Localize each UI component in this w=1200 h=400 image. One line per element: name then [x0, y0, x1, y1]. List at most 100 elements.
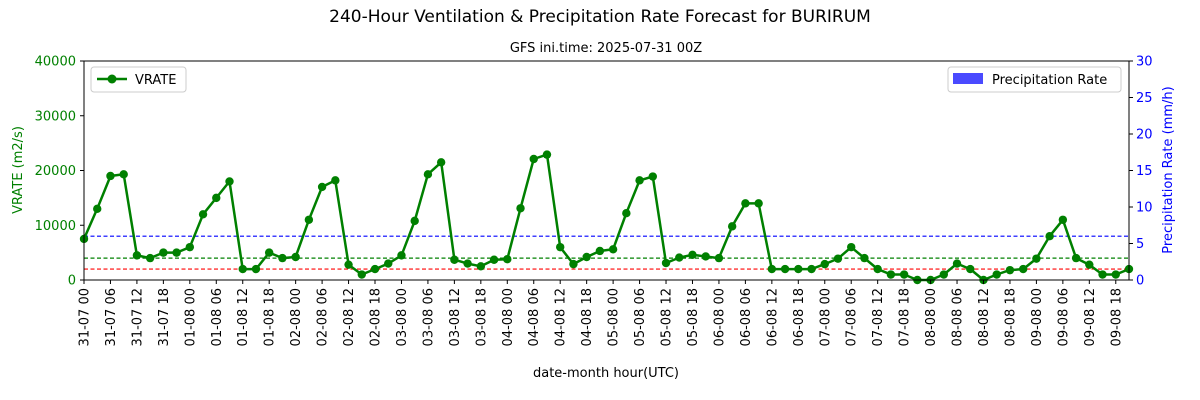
- legend-precip[interactable]: Precipitation Rate: [947, 66, 1122, 93]
- chart-subtitle: GFS ini.time: 2025-07-31 00Z: [510, 41, 702, 56]
- x-tick-label: 02-08 12: [342, 288, 357, 346]
- x-tick-label: 02-08 06: [316, 288, 331, 346]
- legend-precip-swatch: [953, 73, 983, 84]
- vrate-point: [992, 270, 1001, 279]
- vrate-point: [384, 259, 393, 268]
- vrate-point: [463, 259, 472, 268]
- vrate-point: [357, 270, 366, 279]
- vrate-point: [727, 222, 737, 231]
- x-tick-label: 04-08 00: [501, 288, 516, 346]
- vrate-point: [1045, 232, 1054, 241]
- vrate-point: [741, 199, 750, 208]
- x-tick-label: 02-08 18: [369, 288, 384, 346]
- vrate-point: [119, 170, 128, 179]
- x-tick-label: 08-08 18: [1003, 288, 1018, 346]
- x-tick-label: 05-08 18: [686, 288, 701, 346]
- y-tick-label-right: 30: [1136, 55, 1153, 70]
- vrate-point: [93, 204, 102, 214]
- y-tick-label-left: 0: [68, 274, 76, 289]
- vrate-point: [145, 253, 155, 263]
- y-tick-label-right: 20: [1136, 128, 1153, 143]
- x-tick-label: 09-08 06: [1056, 288, 1071, 346]
- x-tick-label: 04-08 12: [554, 288, 569, 346]
- vrate-point: [688, 250, 697, 260]
- legend-vrate[interactable]: VRATE: [90, 66, 187, 93]
- vrate-point: [794, 264, 803, 274]
- vrate-point: [106, 171, 115, 181]
- vrate-point: [516, 204, 525, 213]
- x-tick-label: 09-08 18: [1109, 288, 1124, 346]
- y-tick-label-left: 40000: [35, 55, 76, 70]
- vrate-point: [1032, 254, 1041, 263]
- vrate-point: [1071, 253, 1081, 263]
- vrate-point: [317, 182, 327, 192]
- x-tick-label: 07-08 06: [845, 288, 860, 346]
- vrate-point: [556, 242, 565, 252]
- x-tick-label: 08-08 12: [977, 288, 992, 346]
- x-tick-label: 03-08 06: [421, 288, 436, 346]
- vrate-point: [225, 177, 234, 186]
- vrate-point: [331, 176, 340, 185]
- vrate-point: [397, 251, 406, 260]
- vrate-point: [648, 172, 657, 181]
- x-tick-label: 31-07 12: [130, 288, 145, 346]
- vrate-point: [661, 258, 671, 268]
- x-tick-label: 05-08 00: [607, 288, 622, 346]
- x-tick-label: 08-08 06: [951, 288, 966, 346]
- x-tick-label: 01-08 00: [183, 288, 198, 346]
- vrate-point: [675, 253, 684, 262]
- vrate-point: [582, 252, 591, 262]
- y-tick-label-left: 20000: [35, 164, 76, 179]
- x-tick-label: 09-08 12: [1083, 288, 1098, 346]
- legend-vrate-label: VRATE: [135, 73, 176, 88]
- vrate-point: [780, 264, 790, 274]
- vrate-point: [754, 199, 763, 208]
- vrate-point: [886, 270, 896, 279]
- x-tick-label: 04-08 18: [580, 288, 595, 346]
- y-tick-label-right: 25: [1136, 91, 1153, 106]
- x-tick-label: 31-07 00: [78, 288, 93, 346]
- x-tick-label: 09-08 00: [1030, 288, 1045, 346]
- vrate-point: [436, 158, 446, 167]
- vrate-point: [185, 242, 195, 252]
- vrate-point: [595, 246, 605, 256]
- vrate-point: [489, 255, 499, 264]
- vrate-point: [529, 154, 538, 164]
- x-tick-label: 08-08 00: [924, 288, 939, 346]
- vrate-point: [873, 264, 882, 274]
- y-tick-label-right: 15: [1136, 164, 1153, 179]
- vrate-point: [344, 260, 353, 269]
- x-tick-label: 05-08 12: [660, 288, 675, 346]
- legend-precip-box: [947, 66, 1122, 93]
- x-tick-label: 04-08 06: [527, 288, 542, 346]
- x-tick-label: 03-08 18: [474, 288, 489, 346]
- x-tick-label: 02-08 00: [289, 288, 304, 346]
- x-tick-label: 06-08 06: [739, 288, 754, 346]
- vrate-point: [172, 248, 181, 257]
- x-tick-label: 01-08 18: [263, 288, 278, 346]
- y-tick-label-left: 10000: [35, 219, 76, 234]
- vrate-point: [1005, 265, 1015, 275]
- vrate-point: [820, 259, 829, 269]
- vrate-line: [82, 153, 1130, 282]
- legend-vrate-box: [90, 66, 187, 93]
- y-tick-label-left: 30000: [35, 109, 76, 124]
- vrate-point: [1085, 260, 1094, 269]
- vrate-point: [159, 248, 168, 257]
- legend-precip-label: Precipitation Rate: [992, 73, 1107, 88]
- x-tick-label: 06-08 12: [765, 288, 780, 346]
- vrate-point: [264, 248, 274, 257]
- vrate-point: [251, 264, 261, 274]
- x-tick-label: 06-08 18: [792, 288, 807, 346]
- vrate-point: [899, 270, 909, 279]
- vrate-point: [370, 264, 380, 274]
- x-tick-label: 03-08 12: [448, 288, 463, 346]
- x-tick-label: 03-08 00: [395, 288, 410, 346]
- vrate-point: [476, 262, 486, 271]
- vrate-point: [635, 176, 644, 185]
- vrate-point: [1018, 264, 1028, 274]
- vrate-point: [212, 193, 221, 203]
- plot-frame: [83, 60, 1130, 281]
- x-tick-label: 05-08 06: [633, 288, 648, 346]
